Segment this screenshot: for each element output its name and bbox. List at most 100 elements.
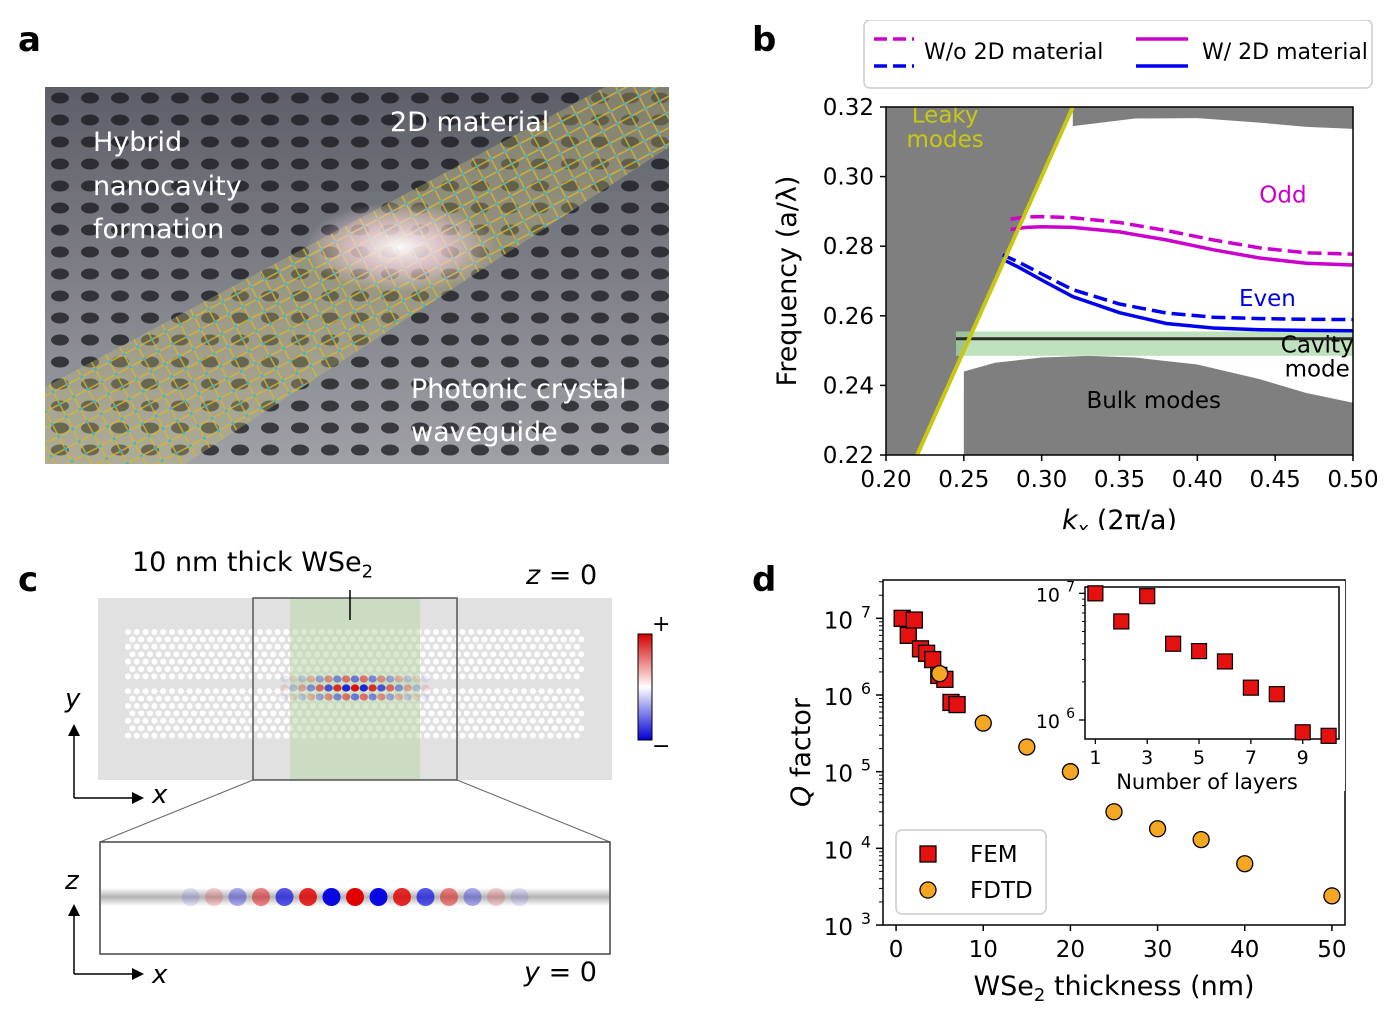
hole	[521, 673, 527, 680]
chart-d-ytick-exp-3: 6	[861, 679, 871, 698]
hole	[129, 651, 136, 658]
hole	[481, 636, 488, 643]
hole	[569, 725, 576, 732]
inset-ytick-label-1: 10	[1036, 584, 1060, 606]
hole	[560, 710, 567, 717]
z-zero-eq: = 0	[540, 560, 598, 591]
hole	[534, 725, 541, 732]
hole	[261, 666, 268, 672]
hole	[446, 666, 453, 672]
hole	[551, 651, 558, 658]
hole	[164, 651, 171, 658]
hole	[419, 725, 426, 732]
hole	[556, 717, 563, 724]
field-lobe	[298, 693, 307, 701]
hole	[556, 658, 563, 665]
hole	[239, 658, 246, 665]
hole	[208, 695, 215, 702]
hole	[459, 658, 466, 665]
hole	[463, 695, 470, 702]
hole	[191, 695, 197, 702]
chart-b-xlabel: kx (2π/a)	[1062, 505, 1177, 530]
panel-c-title: 10 nm thick WSe2	[132, 547, 373, 582]
fdtd-point-2	[1018, 738, 1036, 756]
panel-c-label: c	[18, 560, 39, 600]
panel-a-label: a	[18, 20, 41, 60]
hole	[279, 666, 285, 672]
hole	[433, 732, 439, 739]
hole	[529, 688, 536, 695]
hole	[195, 658, 202, 665]
hole	[169, 658, 175, 665]
label-photonic-crystal: Photonic crystal	[411, 374, 627, 405]
hole	[463, 651, 470, 658]
hole	[239, 629, 246, 635]
field-profile-figure	[68, 590, 653, 980]
chart-b-xlabel-var: k	[1062, 505, 1079, 530]
y-axis-arrowhead	[68, 724, 80, 736]
hole	[182, 636, 189, 643]
hole	[274, 673, 281, 680]
hole	[578, 636, 585, 643]
field-lobe	[298, 684, 307, 692]
inset-point-6	[1242, 679, 1259, 696]
zoom-line-left	[99, 779, 254, 843]
hole	[283, 673, 290, 680]
hole	[125, 732, 131, 739]
hole	[125, 673, 131, 680]
chart-b-xtick-label-0: 0.20	[860, 467, 911, 493]
hole	[204, 717, 211, 724]
hole	[450, 658, 457, 665]
hole	[235, 710, 241, 717]
inset-xtick-label-3: 7	[1245, 747, 1257, 769]
hole	[274, 732, 281, 739]
hole	[160, 673, 167, 680]
panel-d-label: d	[752, 560, 777, 600]
hole	[503, 717, 510, 724]
hole	[261, 710, 268, 717]
hole	[499, 636, 505, 643]
hole	[230, 703, 237, 709]
label-formation: formation	[93, 214, 225, 245]
chart-d-xtick-label-3: 30	[1143, 937, 1172, 963]
field-lobe	[386, 693, 395, 701]
hole	[529, 629, 536, 635]
hole	[534, 710, 541, 717]
inset-ytick-exp-1: 7	[1066, 579, 1075, 595]
hole	[125, 658, 131, 665]
hole	[129, 695, 136, 702]
hole	[265, 703, 272, 709]
hole	[243, 666, 250, 672]
hole	[485, 717, 492, 724]
hole	[459, 732, 466, 739]
hole	[538, 658, 545, 665]
field-lobe-side	[275, 888, 294, 906]
hole	[257, 658, 263, 665]
hole	[177, 629, 184, 635]
hole	[468, 688, 475, 695]
chart-d-xtick-label-2: 20	[1056, 937, 1085, 963]
colorbar-plus: +	[652, 612, 671, 637]
hole	[521, 658, 527, 665]
hole	[433, 643, 439, 650]
hole	[235, 666, 241, 672]
hole	[468, 673, 475, 680]
hole	[151, 643, 158, 650]
hole	[499, 695, 505, 702]
legend-fem-label: FEM	[970, 842, 1018, 868]
hole	[177, 732, 184, 739]
inset-xtick-label-1: 3	[1141, 747, 1153, 769]
hole	[556, 732, 563, 739]
hole	[173, 636, 180, 643]
hole	[142, 658, 149, 665]
field-lobe	[342, 675, 351, 683]
annotation-leaky-1: Leaky	[912, 103, 979, 129]
hole	[199, 636, 206, 643]
hole	[455, 725, 461, 732]
hole	[243, 651, 250, 658]
hole	[164, 636, 171, 643]
hole	[204, 658, 211, 665]
hole	[494, 643, 501, 650]
hole	[551, 666, 558, 672]
hole	[230, 732, 237, 739]
